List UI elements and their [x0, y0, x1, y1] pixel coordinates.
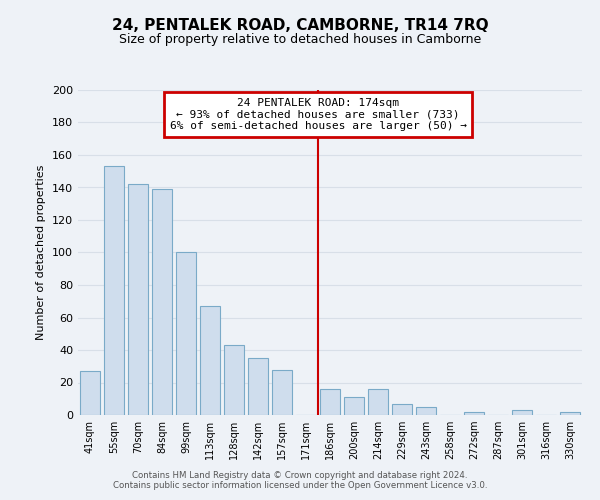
Bar — [248, 358, 268, 415]
Y-axis label: Number of detached properties: Number of detached properties — [37, 165, 46, 340]
Bar — [104, 166, 124, 415]
Bar — [560, 412, 580, 415]
Text: Size of property relative to detached houses in Camborne: Size of property relative to detached ho… — [119, 32, 481, 46]
Bar — [416, 407, 436, 415]
Bar — [152, 189, 172, 415]
Bar — [80, 371, 100, 415]
Bar — [176, 252, 196, 415]
Bar — [224, 345, 244, 415]
Text: Contains HM Land Registry data © Crown copyright and database right 2024.
Contai: Contains HM Land Registry data © Crown c… — [113, 470, 487, 490]
Bar — [320, 389, 340, 415]
Text: 24, PENTALEK ROAD, CAMBORNE, TR14 7RQ: 24, PENTALEK ROAD, CAMBORNE, TR14 7RQ — [112, 18, 488, 32]
Bar — [272, 370, 292, 415]
Text: 24 PENTALEK ROAD: 174sqm
← 93% of detached houses are smaller (733)
6% of semi-d: 24 PENTALEK ROAD: 174sqm ← 93% of detach… — [170, 98, 467, 131]
Bar — [464, 412, 484, 415]
Bar — [128, 184, 148, 415]
Bar — [344, 397, 364, 415]
Bar — [512, 410, 532, 415]
Bar — [368, 389, 388, 415]
Bar — [392, 404, 412, 415]
Bar — [200, 306, 220, 415]
